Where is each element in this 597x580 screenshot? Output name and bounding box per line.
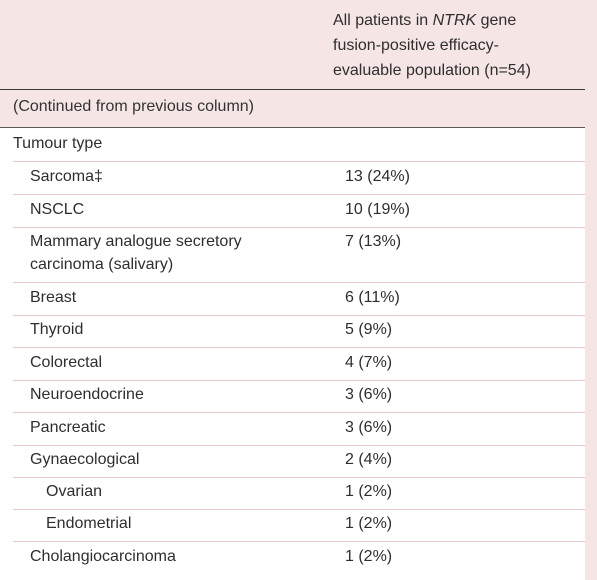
- row-label: Breast: [30, 289, 77, 306]
- row-separator: [13, 282, 585, 283]
- row-value: 1 (2%): [345, 515, 393, 532]
- row-label: Thyroid: [30, 321, 84, 338]
- row-separator: [13, 194, 585, 195]
- row-label-line-2: carcinoma (salivary): [30, 256, 174, 273]
- row-separator: [13, 347, 585, 348]
- row-separator: [13, 412, 585, 413]
- row-label: NSCLC: [30, 201, 85, 218]
- row-value: 3 (6%): [345, 419, 393, 436]
- row-label: Gynaecological: [30, 451, 140, 468]
- section-title: Tumour type: [13, 135, 103, 152]
- column-header-line-3: evaluable population (n=54): [333, 62, 531, 79]
- row-separator: [13, 161, 585, 162]
- column-header-line-1: All patients in NTRK gene: [333, 12, 517, 29]
- row-value: 1 (2%): [345, 483, 393, 500]
- row-value: 3 (6%): [345, 386, 393, 403]
- row-separator: [13, 380, 585, 381]
- continued-text: (Continued from previous column): [13, 98, 254, 115]
- row-value: 10 (19%): [345, 201, 410, 218]
- row-separator: [13, 509, 585, 510]
- row-value: 2 (4%): [345, 451, 393, 468]
- gene-name: NTRK: [432, 12, 477, 29]
- row-label: Neuroendocrine: [30, 386, 144, 403]
- header-rule: [0, 89, 585, 90]
- row-separator: [13, 541, 585, 542]
- row-value: 1 (2%): [345, 548, 393, 565]
- row-value: 5 (9%): [345, 321, 393, 338]
- row-label: Colorectal: [30, 354, 103, 371]
- row-label: Cholangiocarcinoma: [30, 548, 176, 565]
- row-separator: [13, 477, 585, 478]
- column-header-line-2: fusion-positive efficacy-: [333, 37, 499, 54]
- row-separator: [13, 227, 585, 228]
- row-label-line-1: Mammary analogue secretory: [30, 233, 242, 250]
- row-value: 4 (7%): [345, 354, 393, 371]
- row-value: 6 (11%): [345, 289, 400, 306]
- row-label-sub: Endometrial: [46, 515, 132, 532]
- row-label: Pancreatic: [30, 419, 106, 436]
- row-separator: [13, 315, 585, 316]
- row-value: 13 (24%): [345, 168, 410, 185]
- continued-rule: [0, 127, 585, 128]
- column-header: All patients in NTRK gene fusion-positiv…: [333, 8, 583, 83]
- row-label-sub: Ovarian: [46, 483, 103, 500]
- row-label: Sarcoma‡: [30, 168, 103, 185]
- row-value: 7 (13%): [345, 233, 402, 250]
- row-separator: [13, 445, 585, 446]
- table-header: All patients in NTRK gene fusion-positiv…: [0, 0, 597, 89]
- continued-banner: (Continued from previous column): [0, 90, 585, 127]
- table-body: Tumour type Sarcoma‡ 13 (24%) NSCLC 10 (…: [0, 128, 585, 580]
- right-margin: [585, 90, 597, 580]
